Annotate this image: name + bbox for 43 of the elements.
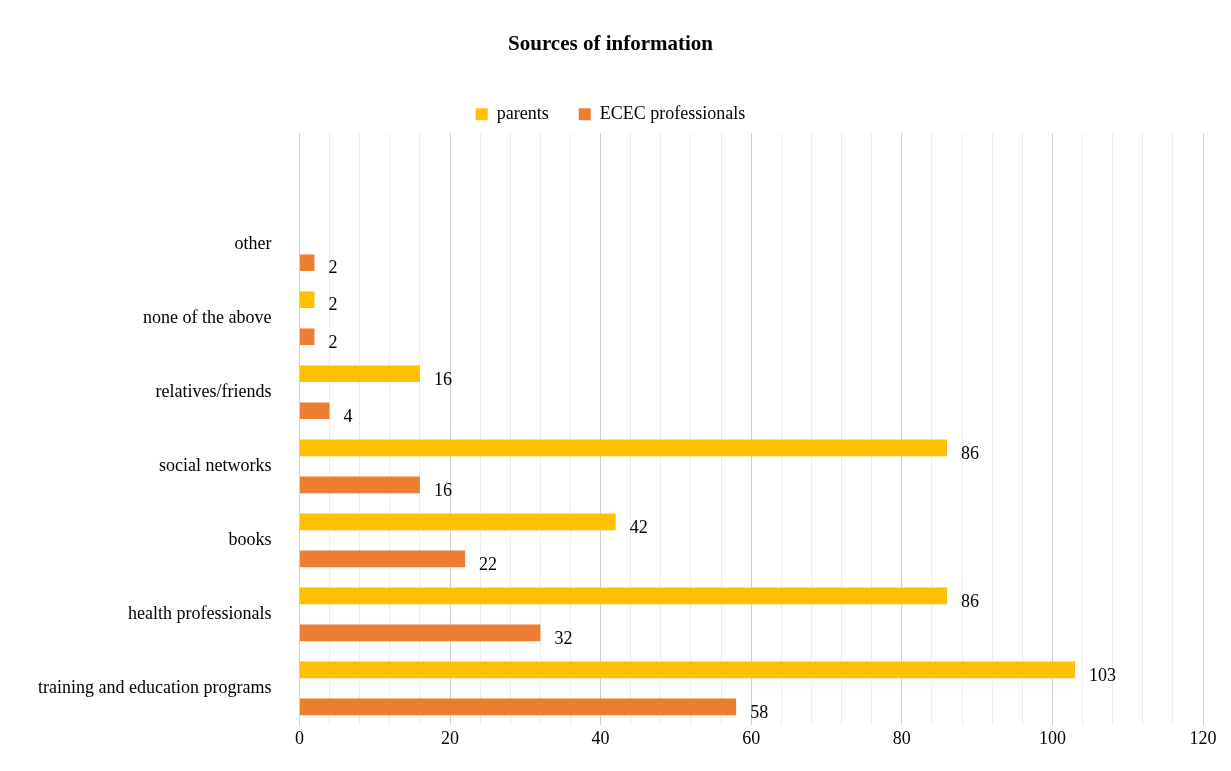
bar <box>299 254 315 272</box>
bar <box>299 291 315 309</box>
y-tick-label: relatives/friends <box>155 381 272 402</box>
bar <box>299 587 947 605</box>
bar <box>299 402 330 420</box>
x-tick-label: 120 <box>1189 727 1217 748</box>
bar <box>299 328 315 346</box>
x-tick-label: 80 <box>892 727 911 748</box>
x-tick-label: 100 <box>1038 727 1066 748</box>
data-label: 58 <box>750 701 769 722</box>
bar <box>299 661 1075 679</box>
y-tick-label: other <box>234 232 272 253</box>
bar <box>299 550 466 568</box>
y-tick-label: books <box>228 529 272 550</box>
data-label: 22 <box>479 553 498 574</box>
data-label: 16 <box>433 479 452 500</box>
data-label: 32 <box>554 627 573 648</box>
y-tick-label: social networks <box>158 455 272 476</box>
data-label: 2 <box>328 294 338 315</box>
x-tick-label: 40 <box>591 727 610 748</box>
y-tick-label: health professionals <box>127 603 272 624</box>
chart-title: Sources of information <box>508 31 714 56</box>
data-label: 86 <box>960 442 979 463</box>
y-tick-label: training and education programs <box>37 677 272 698</box>
data-label: 103 <box>1088 664 1116 685</box>
bar <box>299 698 737 716</box>
data-label: 2 <box>328 257 338 278</box>
x-tick-label: 20 <box>441 727 460 748</box>
data-label: 4 <box>343 405 353 426</box>
x-tick-label: 60 <box>742 727 761 748</box>
y-tick-label: none of the above <box>142 307 272 327</box>
x-tick-label: 0 <box>294 727 304 748</box>
data-label: 42 <box>629 516 648 537</box>
legend-label: ECEC professionals <box>599 102 746 123</box>
data-label: 86 <box>960 590 979 611</box>
bar <box>299 476 420 494</box>
data-label: 16 <box>433 368 452 389</box>
bar <box>299 624 541 642</box>
data-label: 2 <box>328 331 338 352</box>
legend-label: parents <box>496 102 549 123</box>
bar <box>299 365 420 383</box>
bar <box>299 439 947 457</box>
bar <box>299 513 616 531</box>
